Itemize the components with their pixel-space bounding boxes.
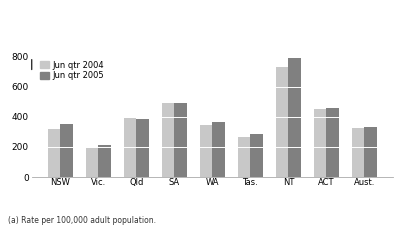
Bar <box>314 109 326 177</box>
Bar <box>98 146 110 177</box>
Bar <box>200 125 212 177</box>
Bar <box>162 103 174 177</box>
Bar <box>124 118 137 177</box>
Legend: Jun qtr 2004, Jun qtr 2005: Jun qtr 2004, Jun qtr 2005 <box>40 60 104 81</box>
Bar <box>326 108 339 177</box>
Bar <box>352 128 364 177</box>
Bar <box>364 127 377 177</box>
Bar <box>174 103 187 177</box>
Bar <box>137 119 148 177</box>
Bar <box>251 134 262 177</box>
Text: (a) Rate per 100,000 adult population.: (a) Rate per 100,000 adult population. <box>8 216 156 225</box>
Bar <box>288 58 301 177</box>
Bar <box>276 67 288 177</box>
Bar <box>212 122 225 177</box>
Bar <box>48 129 60 177</box>
Bar <box>238 137 251 177</box>
Bar <box>86 148 98 177</box>
Bar <box>60 124 73 177</box>
